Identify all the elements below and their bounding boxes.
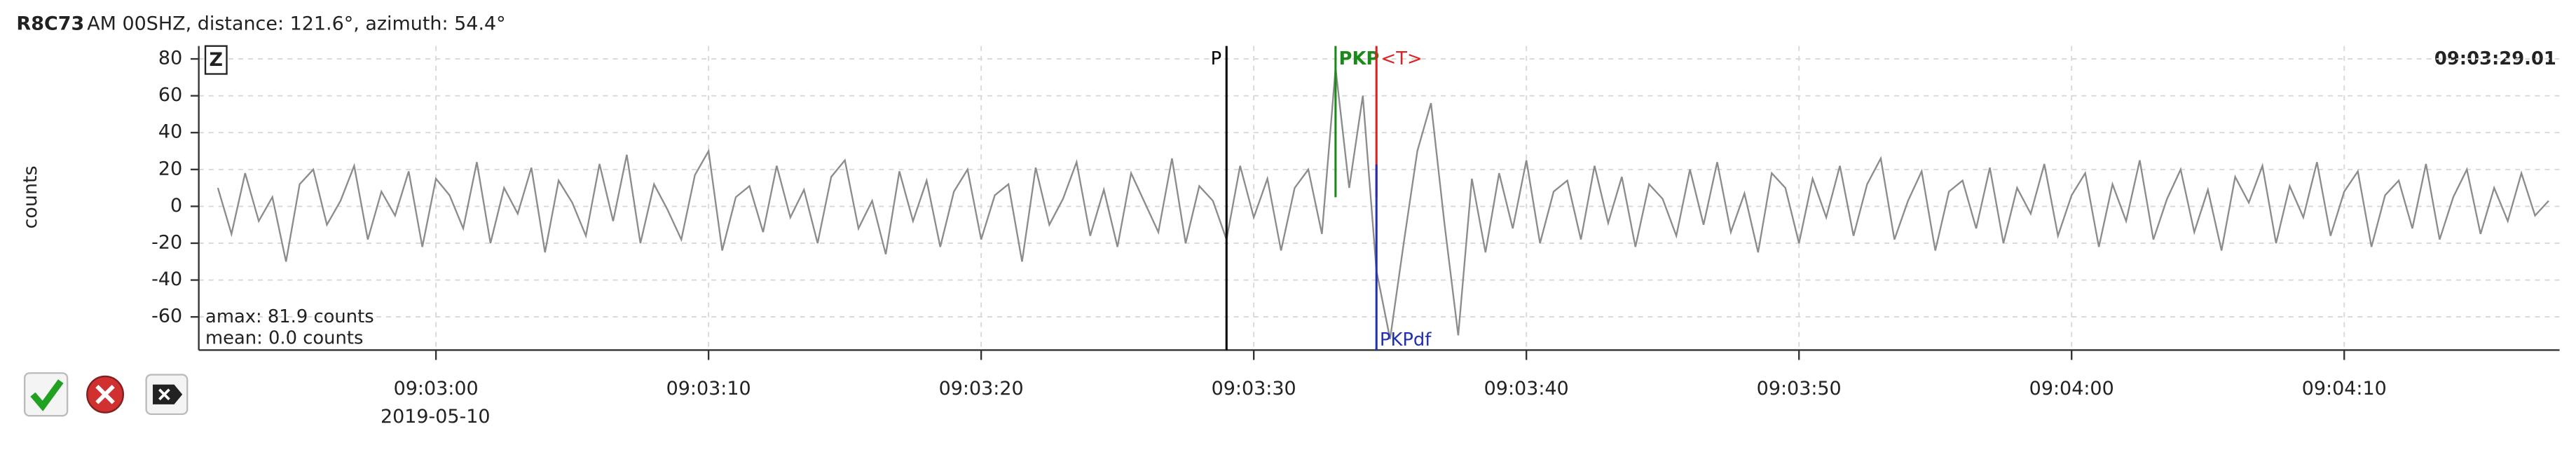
trace-info: AM 00SHZ, distance: 121.6°, azimuth: 54.… [87,13,505,35]
station-code: R8C73 [16,13,84,35]
component-label: Z [210,49,224,71]
button-frame[interactable] [23,372,69,417]
pick-label: P [1211,48,1222,69]
x-tick-label: 09:04:00 [2029,378,2114,400]
pick-label: <T> [1381,48,1423,69]
cross-icon [95,384,115,404]
y-tick-label: 40 [158,121,182,143]
pick-label: PKP [1339,48,1380,69]
reject-button[interactable] [86,375,125,414]
x-tick-label: 09:03:40 [1484,378,1569,400]
pick-label: PKPdf [1380,329,1432,350]
stat-label: mean: 0.0 counts [205,328,363,349]
waveform [217,68,2549,339]
x-tick-label: 09:03:50 [1757,378,1842,400]
x-tick-label: 09:03:20 [939,378,1024,400]
y-axis-label: counts [20,165,41,229]
x-tick-label: 09:03:00 [394,378,479,400]
y-tick-label: -20 [151,231,182,253]
tag-cross [158,388,170,401]
x-tick-label: 09:03:30 [1212,378,1296,400]
x-tick-label: 09:03:10 [666,378,751,400]
check-icon [30,379,64,411]
x-tick-label: 09:04:10 [2302,378,2387,400]
stat-label: amax: 81.9 counts [205,306,374,327]
y-tick-label: -60 [151,306,182,327]
y-tick-label: 60 [158,84,182,106]
y-tick-label: 0 [170,195,182,217]
date-label: 2019-05-10 [381,406,491,428]
component-box [204,45,228,75]
accept-button[interactable] [23,372,69,417]
y-tick-label: 80 [158,48,182,69]
y-tick-label: 20 [158,158,182,179]
y-tick-label: -40 [151,268,182,290]
disable-button[interactable] [145,374,189,416]
